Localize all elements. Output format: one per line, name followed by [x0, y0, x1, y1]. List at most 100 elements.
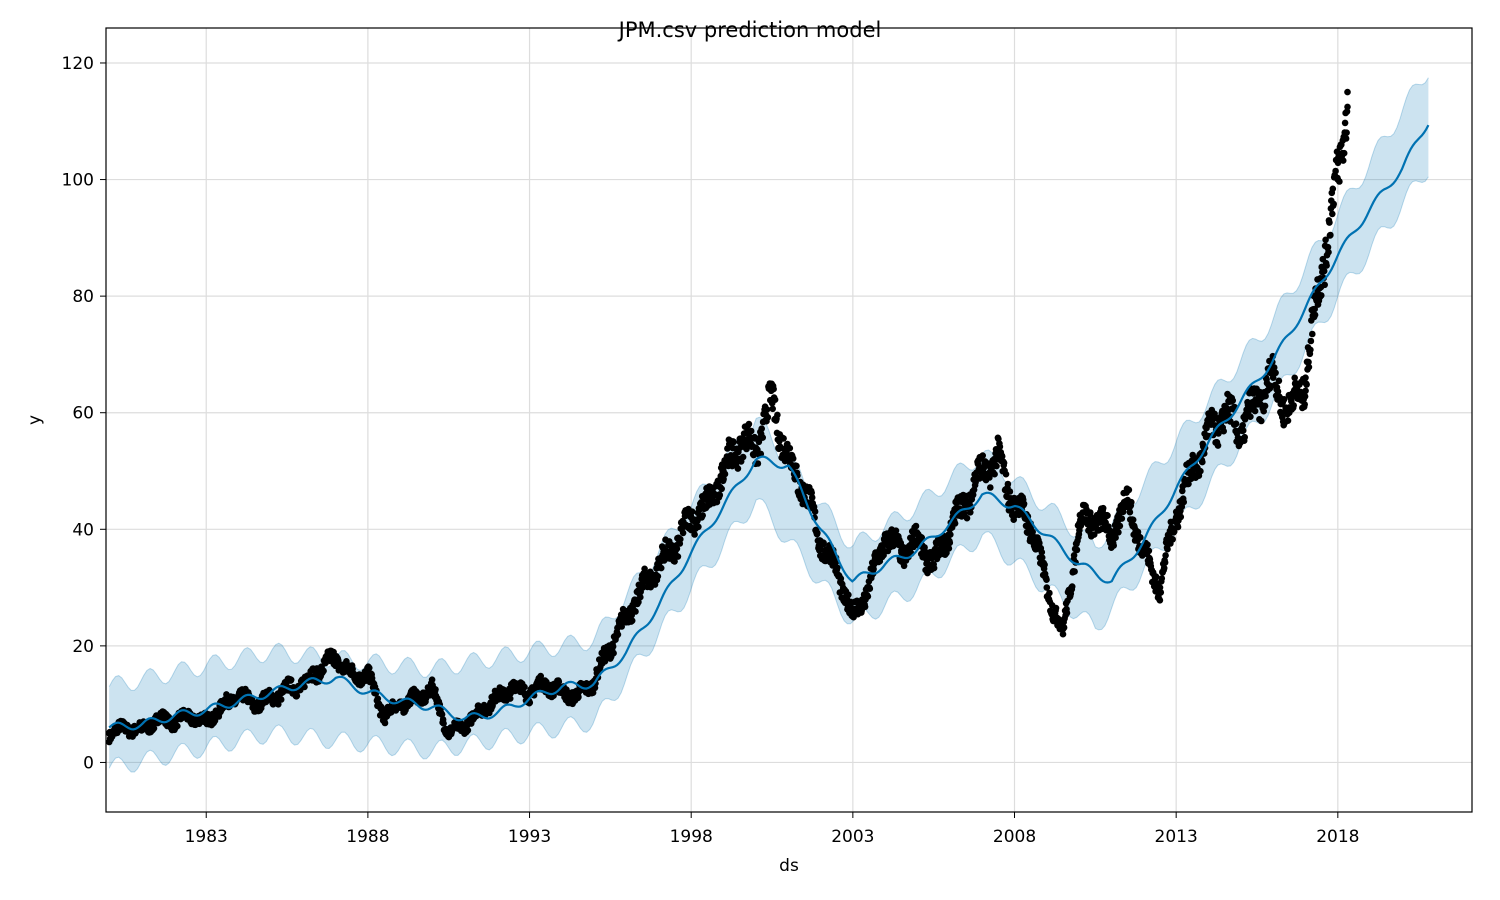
observation-point: [1253, 397, 1261, 405]
observation-point: [1075, 520, 1083, 527]
observation-point: [1052, 604, 1060, 612]
observation-point: [716, 491, 724, 499]
observation-point: [1144, 541, 1151, 548]
observation-point: [1270, 364, 1278, 371]
observation-point: [1214, 442, 1222, 449]
observation-point: [671, 558, 678, 565]
observation-point: [720, 475, 727, 483]
observation-point: [1152, 573, 1160, 580]
observation-point: [1272, 369, 1279, 377]
observation-point: [969, 491, 977, 499]
observation-point: [1344, 88, 1351, 96]
observation-point: [1108, 531, 1115, 539]
observation-point: [695, 523, 702, 531]
observation-point: [1307, 346, 1314, 354]
observation-point: [654, 573, 662, 580]
observation-point: [1232, 420, 1240, 428]
observation-point: [1309, 330, 1316, 338]
observation-point: [440, 720, 447, 727]
observation-point: [170, 718, 178, 725]
observation-point: [1220, 427, 1227, 435]
observation-point: [1332, 167, 1339, 175]
observation-point: [1118, 515, 1126, 522]
observation-point: [542, 680, 549, 688]
observation-point: [1038, 548, 1046, 556]
observation-point: [1321, 281, 1328, 289]
observation-point: [1063, 609, 1071, 617]
observation-point: [614, 631, 622, 638]
observation-point: [1301, 401, 1308, 408]
observation-point: [493, 695, 501, 702]
observation-point: [951, 520, 959, 527]
forecast-line: [108, 124, 1430, 731]
observation-point: [601, 658, 609, 665]
observation-point: [1172, 508, 1180, 516]
observation-point: [718, 485, 725, 493]
observation-point: [930, 561, 937, 568]
observation-point: [1169, 536, 1176, 543]
y-tick-label: 60: [72, 404, 94, 424]
observation-point: [769, 405, 776, 413]
observation-point: [845, 591, 852, 599]
observation-point: [814, 529, 821, 537]
observation-point: [986, 474, 993, 481]
observation-point: [1280, 396, 1288, 403]
observation-point: [1275, 377, 1283, 385]
observation-point: [1302, 387, 1309, 395]
observation-point: [1099, 504, 1107, 512]
observation-point: [996, 443, 1004, 451]
observation-point: [914, 537, 921, 545]
observation-point: [1329, 210, 1336, 218]
observation-point: [628, 617, 636, 624]
observation-point: [1020, 500, 1028, 508]
observation-point: [739, 453, 747, 461]
observation-point: [438, 711, 446, 718]
observation-point: [1343, 129, 1350, 136]
observation-point: [1043, 584, 1051, 591]
observation-point: [861, 603, 869, 611]
observation-point: [833, 566, 840, 574]
observation-point: [1327, 231, 1334, 239]
observation-point: [978, 467, 986, 475]
observation-point: [993, 462, 1000, 470]
observation-point: [477, 706, 485, 714]
observation-point: [963, 514, 971, 522]
observation-point: [1284, 417, 1292, 425]
observation-point: [607, 642, 614, 650]
observation-point: [1339, 157, 1347, 164]
observation-point: [1199, 458, 1206, 466]
observation-point: [1269, 374, 1277, 382]
observation-point: [574, 692, 582, 699]
observation-point: [1247, 413, 1254, 421]
observation-point: [688, 508, 696, 515]
observation-point: [639, 584, 646, 591]
observation-point: [900, 562, 908, 570]
observation-point: [1038, 554, 1046, 561]
observation-point: [1344, 103, 1351, 111]
uncertainty-band: [108, 77, 1429, 773]
observation-point: [849, 613, 857, 620]
observation-point: [275, 701, 282, 708]
observation-point: [510, 683, 517, 690]
observation-point: [364, 671, 372, 679]
observation-point: [671, 543, 679, 551]
observation-point: [1324, 243, 1332, 251]
observation-point: [555, 678, 563, 685]
observation-point: [979, 452, 986, 459]
observation-point: [1318, 292, 1325, 299]
observation-point: [428, 676, 436, 683]
observation-point: [277, 696, 285, 703]
observation-point: [1170, 528, 1178, 535]
observation-point: [736, 438, 743, 446]
observation-point: [1104, 512, 1111, 519]
observation-point: [1237, 426, 1245, 434]
observation-point: [946, 539, 954, 547]
observation-point: [752, 444, 760, 452]
plot-area-frame: [105, 27, 1473, 813]
observation-point: [1290, 402, 1297, 409]
observation-point: [1161, 559, 1169, 566]
observation-point: [745, 420, 753, 428]
observation-point: [734, 465, 742, 472]
observation-point: [1126, 508, 1134, 516]
observation-point: [1261, 402, 1269, 410]
